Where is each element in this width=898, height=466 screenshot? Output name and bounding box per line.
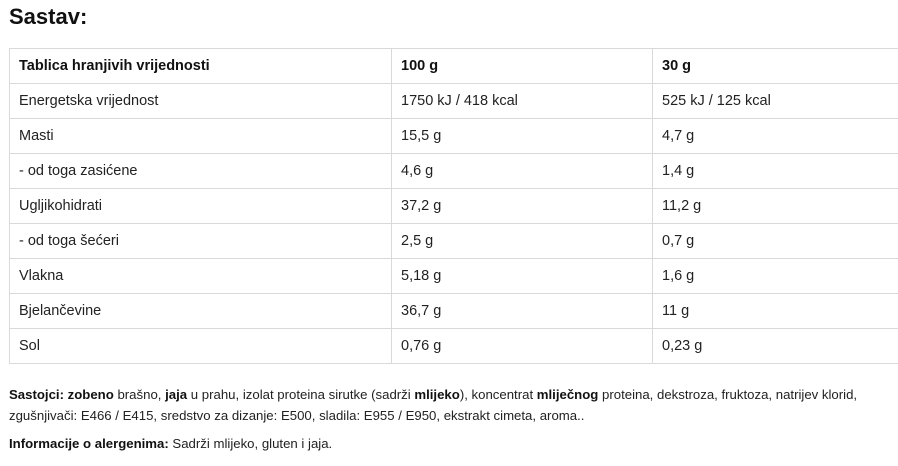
value-30g: 1,4 g: [652, 153, 898, 189]
nutrient-name: Sol: [9, 328, 392, 364]
table-row: - od toga šećeri 2,5 g 0,7 g: [9, 223, 898, 259]
value-100g: 2,5 g: [391, 223, 653, 259]
value-100g: 4,6 g: [391, 153, 653, 189]
table-header-row: Tablica hranjivih vrijednosti 100 g 30 g: [9, 48, 898, 84]
value-30g: 525 kJ / 125 kcal: [652, 83, 898, 119]
table-row: Vlakna 5,18 g 1,6 g: [9, 258, 898, 294]
allergens-paragraph: Informacije o alergenima: Sadrži mlijeko…: [9, 433, 889, 454]
ingredient-milk: mlijeko: [414, 387, 460, 402]
ingredient-oat: zobeno: [67, 387, 114, 402]
header-cell-30g: 30 g: [652, 48, 898, 84]
table-row: Bjelančevine 36,7 g 11 g: [9, 293, 898, 329]
value-100g: 15,5 g: [391, 118, 653, 154]
ingredient-eggs: jaja: [165, 387, 188, 402]
nutrient-name: Ugljikohidrati: [9, 188, 392, 224]
nutrient-name: Masti: [9, 118, 392, 154]
value-100g: 5,18 g: [391, 258, 653, 294]
ingredients-text: u prahu, izolat proteina sirutke (sadrži: [187, 387, 415, 402]
table-row: Sol 0,76 g 0,23 g: [9, 328, 898, 364]
table-row: Masti 15,5 g 4,7 g: [9, 118, 898, 154]
value-30g: 0,7 g: [652, 223, 898, 259]
ingredient-dairy: mliječnog: [536, 387, 599, 402]
nutrient-name: - od toga šećeri: [9, 223, 392, 259]
value-30g: 11 g: [652, 293, 898, 329]
nutrient-name: Vlakna: [9, 258, 392, 294]
nutrient-name: Energetska vrijednost: [9, 83, 392, 119]
ingredients-paragraph: Sastojci: zobeno brašno, jaja u prahu, i…: [9, 384, 889, 426]
allergens-text: Sadrži mlijeko, gluten i jaja.: [168, 436, 333, 451]
value-100g: 1750 kJ / 418 kcal: [391, 83, 653, 119]
table-row: Energetska vrijednost 1750 kJ / 418 kcal…: [9, 83, 898, 119]
allergens-label: Informacije o alergenima:: [9, 436, 169, 451]
value-100g: 0,76 g: [391, 328, 653, 364]
table-row: - od toga zasićene 4,6 g 1,4 g: [9, 153, 898, 189]
value-30g: 11,2 g: [652, 188, 898, 224]
ingredients-text: proteina, dekstroza, fruktoza, natrijev …: [9, 387, 858, 423]
header-cell-100g: 100 g: [391, 48, 653, 84]
value-30g: 4,7 g: [652, 118, 898, 154]
value-100g: 36,7 g: [391, 293, 653, 329]
ingredients-text: brašno,: [113, 387, 166, 402]
value-30g: 0,23 g: [652, 328, 898, 364]
ingredients-label: Sastojci:: [9, 387, 64, 402]
header-cell-nutrient: Tablica hranjivih vrijednosti: [9, 48, 392, 84]
value-100g: 37,2 g: [391, 188, 653, 224]
ingredients-text: ), koncentrat: [459, 387, 537, 402]
page-title: Sastav:: [9, 4, 88, 29]
table-row: Ugljikohidrati 37,2 g 11,2 g: [9, 188, 898, 224]
nutrition-table: Tablica hranjivih vrijednosti 100 g 30 g…: [9, 48, 898, 364]
nutrient-name: Bjelančevine: [9, 293, 392, 329]
nutrient-name: - od toga zasićene: [9, 153, 392, 189]
value-30g: 1,6 g: [652, 258, 898, 294]
